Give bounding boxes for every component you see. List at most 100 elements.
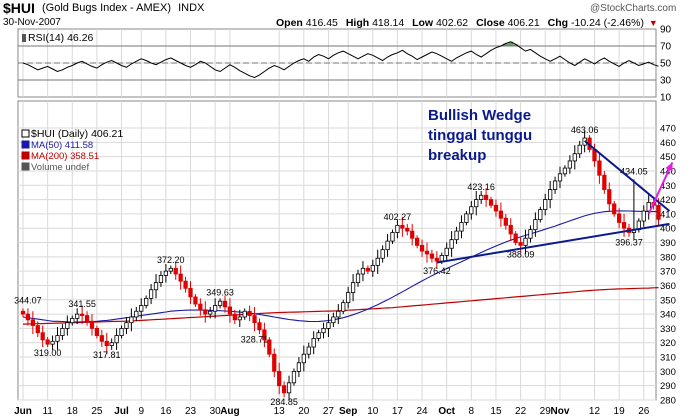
chart-symbol: $HUI [3,0,35,16]
rsi-line [22,41,659,79]
candle-body [439,255,444,262]
candle-body [503,217,508,226]
x-tick-label: 12 [589,406,601,417]
wedge-trendline-lower [436,222,670,264]
chg-value: -10.24 (-2.46%) [570,17,644,29]
close-label: Close [476,17,505,29]
candle-body [410,230,415,239]
candle-body [213,305,218,312]
candle-body [419,244,425,252]
candle-body [469,206,474,215]
x-tick-label: Jul [114,406,129,417]
price-legend-label: Volume undef [31,162,89,173]
candle-body [513,233,518,243]
candle-body [25,313,31,321]
candle-body [479,194,484,200]
rsi-tick-label: 90 [660,25,672,36]
candle-body [429,253,435,259]
price-label: 376.42 [423,266,451,276]
ma50-line [22,210,659,323]
candle-body [124,322,129,329]
chg-label: Chg [547,17,569,29]
candle-body [109,342,114,347]
candle-body [45,339,50,345]
candle-body [237,316,242,321]
candle-body [203,309,208,315]
candle-body [35,325,40,334]
candle-body [488,199,494,206]
price-label: 434.05 [620,166,648,176]
candle-body [163,270,168,276]
rsi-tick-label: 50 [660,59,672,70]
rsi-tick-label: 70 [660,42,672,53]
x-tick-label: 27 [323,406,335,417]
open-label: Open [276,17,303,29]
candle-body [533,219,538,231]
candle-body [375,257,380,266]
candle-body [217,300,223,306]
candle-body [493,204,499,212]
x-tick-label: 17 [392,406,404,417]
candle-body [252,315,257,324]
x-tick-label: 25 [91,406,103,417]
candle-body [350,282,356,294]
x-tick-label: Aug [220,406,239,417]
x-tick-label: 22 [515,406,527,417]
price-label: 344.07 [14,295,42,305]
x-tick-label: 8 [469,406,475,417]
candle-body [543,199,548,211]
chart-index-name: (Gold Bugs Index - AMEX) INDX [42,2,204,14]
candle-body [114,335,119,344]
candle-body [262,329,267,341]
x-tick-label: Oct [438,406,455,417]
down-arrow-icon: ▼ [648,18,658,28]
price-label: 423.16 [467,182,495,192]
x-tick-label: 16 [160,406,172,417]
price-legend-label: $HUI (Daily) 406.21 [31,128,123,140]
candle-body [30,319,35,326]
price-label: 402.27 [384,212,412,222]
price-legend-swatch [21,151,30,160]
annotation-line: Bullish Wedge [428,107,531,124]
ohlc-summary: Open 416.45 High 418.14 Low 402.62 Close… [276,17,658,29]
candle-body [267,339,272,355]
price-tick-label: 360 [660,281,676,292]
annotation-line: breakup [428,147,486,164]
price-tick-label: 340 [660,310,676,321]
breakout-arrow-shaft [647,161,674,215]
price-label: 317.81 [93,350,121,360]
candle-body [55,335,60,342]
price-tick-label: 400 [660,224,676,235]
candle-body [562,167,568,175]
candle-body [104,340,109,347]
x-tick-label: Nov [551,406,570,417]
candle-body [208,310,213,315]
price-label: 349.63 [206,287,234,297]
price-tick-label: 430 [660,181,676,192]
candle-body [65,322,70,329]
price-tick-label: 380 [660,252,676,263]
price-tick-label: 460 [660,138,676,149]
price-tick-label: 410 [660,209,676,220]
high-label: High [345,17,370,29]
candle-body [272,353,277,372]
x-tick-label: 11 [42,406,53,417]
candle-body [326,322,331,329]
rsi-overbought-fill [503,43,509,46]
candle-body [523,237,528,246]
candle-body [232,313,237,321]
candle-body [464,213,469,223]
price-tick-label: 320 [660,338,676,349]
low-label: Low [412,17,434,29]
candle-body [84,315,90,322]
candle-body [415,237,420,246]
price-tick-label: 420 [660,195,676,206]
price-tick-label: 370 [660,267,676,278]
x-tick-label: 15 [490,406,502,417]
candle-body [119,328,124,336]
candle-body [548,189,553,200]
candle-body [400,224,405,229]
price-tick-label: 280 [660,396,676,407]
price-label: 396.37 [615,237,643,247]
candle-body [360,267,366,275]
